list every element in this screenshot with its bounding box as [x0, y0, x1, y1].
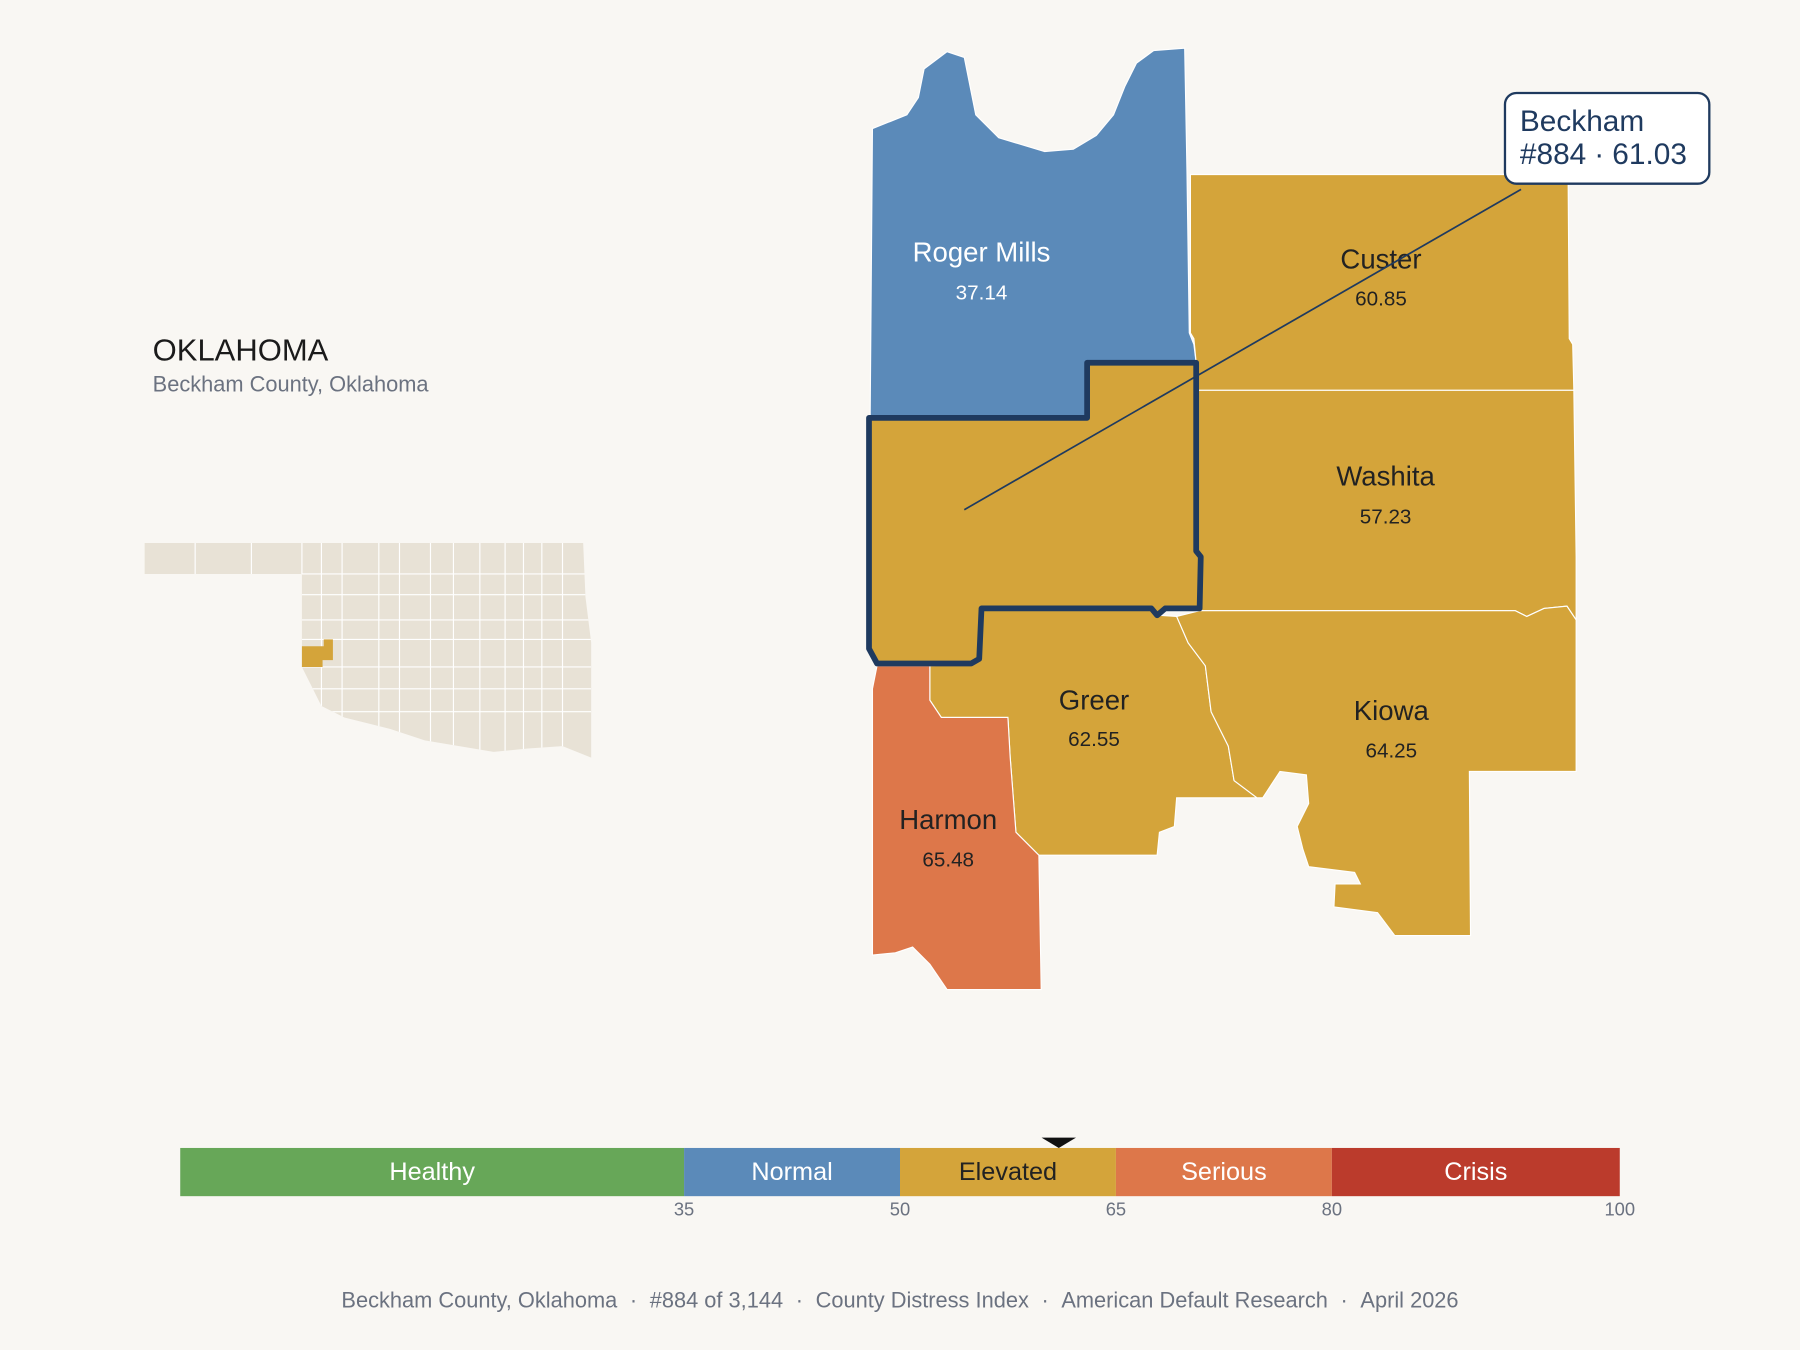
- county-name: Roger Mills: [913, 237, 1051, 268]
- scale-marker: [1041, 1137, 1077, 1148]
- county-name: Harmon: [899, 804, 997, 835]
- callout-rank: #884: [1520, 138, 1586, 171]
- footer-separator: ·: [1041, 1288, 1048, 1313]
- scale-bar: Healthy Normal Elevated Serious Crisis 35 50 65…: [180, 1137, 1635, 1220]
- scale-tick-label: 35: [674, 1199, 694, 1220]
- inset-map: [144, 542, 592, 758]
- footer-separator: ·: [630, 1288, 637, 1313]
- callout-separator: ·: [1594, 138, 1604, 171]
- title: OKLAHOMA: [153, 332, 329, 367]
- county-value: 62.55: [1068, 728, 1120, 751]
- county-value: 64.25: [1365, 740, 1417, 763]
- scale-band: [180, 1147, 685, 1197]
- callout-box: [1503, 91, 1711, 185]
- selected-county-shape: [866, 359, 1204, 667]
- scale-band: [1115, 1147, 1332, 1197]
- scale-band-label: Elevated: [959, 1158, 1057, 1186]
- footer-item: April 2026: [1360, 1288, 1458, 1313]
- footer: Beckham County, Oklahoma · #884 of 3,144 · C…: [341, 1288, 1458, 1313]
- leader-line: [963, 188, 1522, 511]
- footer-separator: ·: [796, 1288, 803, 1313]
- inset-selected-county: [301, 639, 333, 667]
- county-name: Kiowa: [1354, 695, 1430, 726]
- county-name: Washita: [1336, 461, 1435, 492]
- callout-detail: #884 · 61.03: [1520, 138, 1687, 171]
- footer-item: Beckham County, Oklahoma: [341, 1288, 618, 1313]
- callout: Beckham #884 · 61.03: [963, 91, 1711, 511]
- callout-value: 61.03: [1612, 138, 1687, 171]
- subtitle: Beckham County, Oklahoma: [153, 371, 430, 396]
- footer-item: County Distress Index: [816, 1288, 1029, 1313]
- selected-county-fill: [869, 362, 1201, 664]
- county-labels: Roger Mills 37.14 Custer 60.85 Washita 5…: [899, 237, 1435, 872]
- scale-band-label: Serious: [1181, 1158, 1267, 1186]
- scale-band: [684, 1147, 900, 1197]
- county-map: [866, 47, 1577, 991]
- county-shape: [1189, 173, 1575, 391]
- county-value: 37.14: [956, 282, 1008, 305]
- county-shape: [1175, 605, 1577, 937]
- county-value: 60.85: [1355, 287, 1407, 310]
- callout-name: Beckham: [1520, 105, 1644, 138]
- county-name: Greer: [1059, 684, 1129, 715]
- county-shape: [871, 665, 1042, 991]
- scale-tick-label: 50: [890, 1199, 910, 1220]
- footer-item: #884 of 3,144: [650, 1288, 783, 1313]
- scale-band-label: Normal: [751, 1158, 832, 1186]
- scale-tick-label: 80: [1322, 1199, 1342, 1220]
- footer-separator: ·: [1341, 1288, 1348, 1313]
- scale-band-label: Crisis: [1444, 1158, 1507, 1186]
- county-value: 57.23: [1360, 505, 1412, 528]
- scale-tick-label: 100: [1604, 1199, 1635, 1220]
- county-value: 65.48: [922, 849, 974, 872]
- scale-band: [1331, 1147, 1620, 1197]
- scale-band-label: Healthy: [389, 1158, 475, 1186]
- scale-tick-label: 65: [1106, 1199, 1126, 1220]
- scale-band: [900, 1147, 1116, 1197]
- footer-item: American Default Research: [1061, 1288, 1328, 1313]
